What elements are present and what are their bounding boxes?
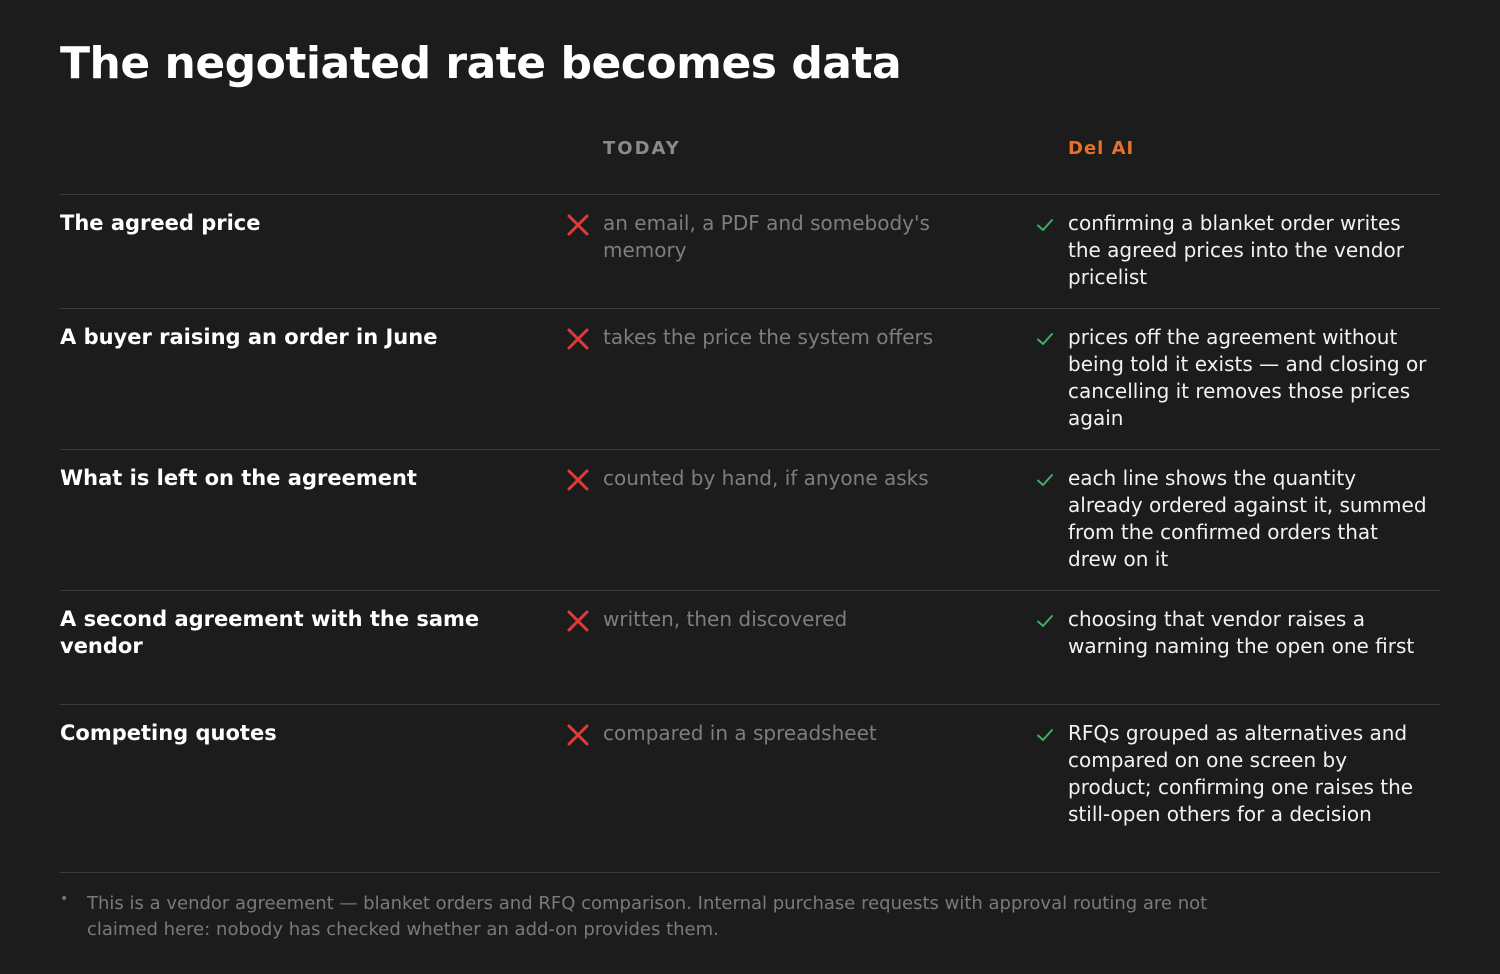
check-icon (1037, 474, 1053, 486)
column-header-delai: Del AI (1068, 138, 1135, 159)
table-row: Competing quotes compared in a spreadshe… (60, 705, 1440, 873)
cross-icon (567, 214, 589, 236)
row-label: Competing quotes (60, 721, 277, 745)
table-row: A second agreement with the same vendor … (60, 591, 1440, 705)
cross-icon (567, 328, 589, 350)
table-row: What is left on the agreement counted by… (60, 450, 1440, 591)
cross-icon (567, 610, 589, 632)
delai-text: RFQs grouped as alternatives and compare… (1068, 721, 1414, 826)
column-header-today: TODAY (603, 138, 681, 159)
table-row: A buyer raising an order in June takes t… (60, 309, 1440, 450)
today-text: written, then discovered (603, 607, 848, 631)
comparison-table: The agreed price an email, a PDF and som… (60, 194, 1440, 873)
cross-icon (567, 469, 589, 491)
today-text: takes the price the system offers (603, 325, 934, 349)
check-icon (1037, 615, 1053, 627)
check-icon (1037, 333, 1053, 345)
page-title: The negotiated rate becomes data (60, 38, 902, 89)
check-icon (1037, 219, 1053, 231)
row-label: What is left on the agreement (60, 466, 417, 490)
row-label: A second agreement with the same vendor (60, 607, 480, 658)
check-icon (1037, 729, 1053, 741)
today-text: an email, a PDF and somebody's memory (603, 211, 930, 262)
footnote-bullet: • (60, 891, 69, 907)
delai-text: confirming a blanket order writes the ag… (1068, 211, 1404, 289)
row-label: A buyer raising an order in June (60, 325, 438, 349)
today-text: compared in a spreadsheet (603, 721, 877, 745)
row-label: The agreed price (60, 211, 261, 235)
delai-text: choosing that vendor raises a warning na… (1068, 607, 1415, 658)
cross-icon (567, 724, 589, 746)
table-row: The agreed price an email, a PDF and som… (60, 195, 1440, 309)
delai-text: prices off the agreement without being t… (1068, 325, 1427, 430)
delai-text: each line shows the quantity already ord… (1068, 466, 1427, 571)
footnote-text: This is a vendor agreement — blanket ord… (87, 893, 1208, 940)
today-text: counted by hand, if anyone asks (603, 466, 929, 490)
